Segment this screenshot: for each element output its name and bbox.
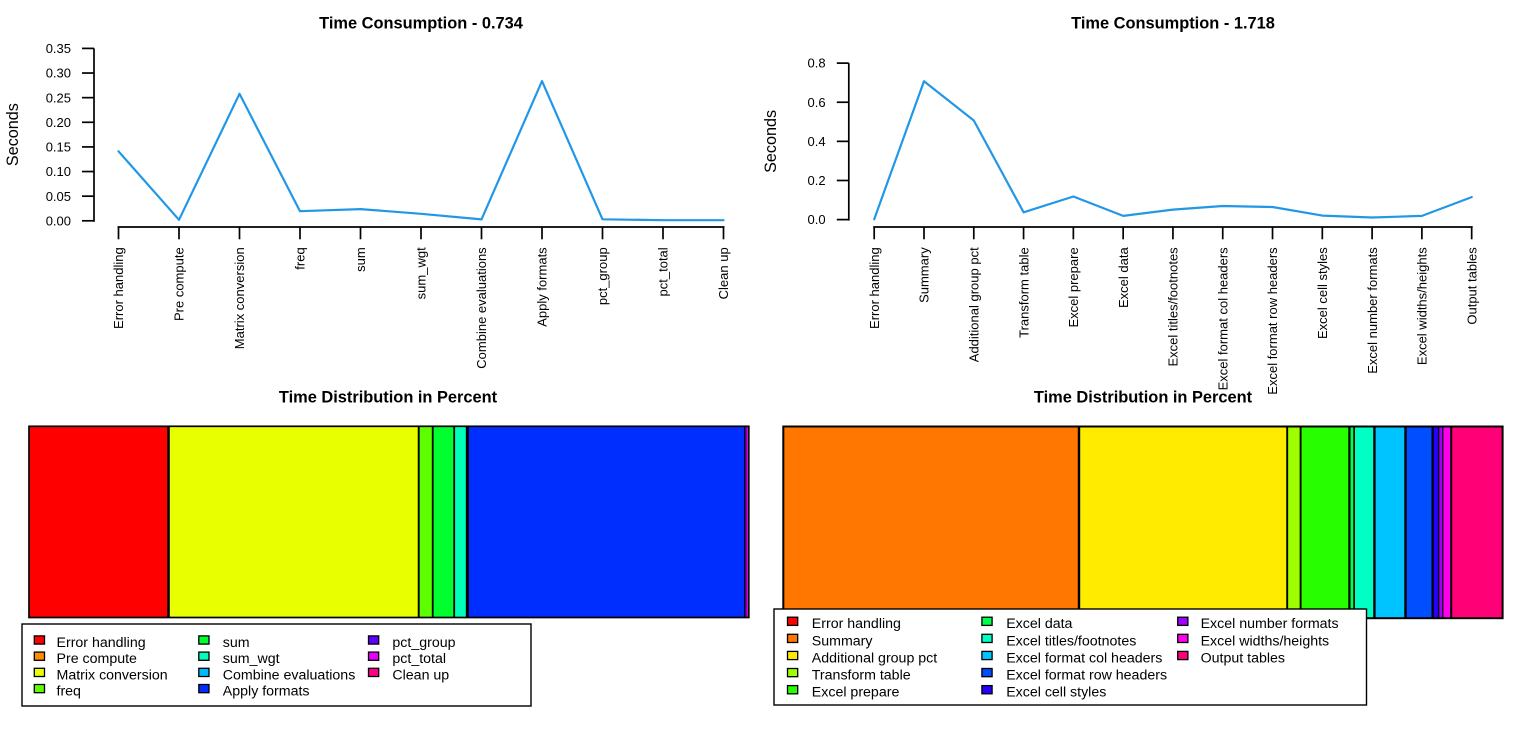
svg-text:Time Distribution in Percent: Time Distribution in Percent [1034,389,1253,407]
svg-text:sum_wgt: sum_wgt [223,651,280,667]
svg-text:Seconds: Seconds [762,110,780,173]
svg-text:0.00: 0.00 [46,213,71,228]
svg-text:Output tables: Output tables [1464,247,1479,325]
svg-text:Seconds: Seconds [4,103,22,166]
svg-text:Summary: Summary [917,247,932,303]
svg-text:Excel widths/heights: Excel widths/heights [1415,247,1430,365]
svg-text:Time Consumption - 1.718: Time Consumption - 1.718 [1071,15,1275,33]
svg-text:pct_total: pct_total [392,651,446,667]
svg-text:Excel data: Excel data [1006,616,1072,632]
svg-text:Summary: Summary [812,633,874,649]
svg-text:Combine evaluations: Combine evaluations [474,247,489,369]
svg-text:Time Consumption - 0.734: Time Consumption - 0.734 [319,15,524,33]
svg-text:Error handling: Error handling [867,247,882,329]
svg-text:Excel number formats: Excel number formats [1201,616,1339,632]
svg-text:0.2: 0.2 [808,173,826,188]
svg-text:Combine evaluations: Combine evaluations [223,667,355,683]
svg-text:Excel format col headers: Excel format col headers [1215,247,1230,391]
svg-text:Pre compute: Pre compute [57,651,138,667]
svg-text:sum_wgt: sum_wgt [414,247,429,299]
svg-text:0.0: 0.0 [808,212,826,227]
svg-text:Excel format row headers: Excel format row headers [1265,247,1280,395]
svg-text:0.30: 0.30 [46,66,71,81]
svg-text:freq: freq [57,684,81,700]
svg-text:Error handling: Error handling [812,616,901,632]
svg-text:0.25: 0.25 [46,90,71,105]
svg-text:Error handling: Error handling [111,247,126,329]
svg-text:freq: freq [293,247,308,269]
svg-text:Excel titles/footnotes: Excel titles/footnotes [1166,247,1181,367]
svg-text:0.6: 0.6 [808,95,826,110]
svg-text:Excel number formats: Excel number formats [1365,247,1380,374]
svg-text:pct_group: pct_group [392,635,455,651]
svg-text:Additional group pct: Additional group pct [812,650,937,666]
svg-text:Excel prepare: Excel prepare [812,685,900,701]
svg-text:Output tables: Output tables [1201,650,1285,666]
svg-text:Matrix conversion: Matrix conversion [232,247,247,349]
svg-text:Time Distribution in Percent: Time Distribution in Percent [279,389,498,407]
svg-text:Excel widths/heights: Excel widths/heights [1201,633,1330,649]
svg-text:Apply formats: Apply formats [223,684,310,700]
svg-text:Transform table: Transform table [1016,247,1031,338]
svg-text:Pre compute: Pre compute [172,247,187,321]
svg-text:pct_group: pct_group [595,247,610,305]
svg-text:Transform table: Transform table [812,668,911,684]
svg-text:Excel titles/footnotes: Excel titles/footnotes [1006,633,1136,649]
svg-text:0.05: 0.05 [46,189,71,204]
svg-text:Additional group pct: Additional group pct [966,247,981,362]
svg-text:Excel format col headers: Excel format col headers [1006,650,1162,666]
svg-text:0.35: 0.35 [46,41,71,56]
svg-text:Excel prepare: Excel prepare [1066,247,1081,327]
svg-text:Excel data: Excel data [1116,247,1131,308]
svg-text:Excel cell styles: Excel cell styles [1315,247,1330,339]
svg-text:Apply formats: Apply formats [535,247,550,327]
svg-text:sum: sum [223,635,250,651]
svg-text:pct_total: pct_total [656,247,671,296]
svg-text:Matrix conversion: Matrix conversion [57,667,168,683]
svg-text:sum: sum [353,247,368,272]
svg-text:Clean up: Clean up [716,247,731,299]
svg-text:Clean up: Clean up [392,667,449,683]
svg-text:0.20: 0.20 [46,115,71,130]
svg-text:0.15: 0.15 [46,140,71,155]
svg-text:0.10: 0.10 [46,164,71,179]
svg-text:0.8: 0.8 [808,56,826,71]
svg-text:Excel cell styles: Excel cell styles [1006,685,1106,701]
svg-text:0.4: 0.4 [808,134,826,149]
svg-text:Excel format row headers: Excel format row headers [1006,668,1167,684]
svg-text:Error handling: Error handling [57,635,146,651]
